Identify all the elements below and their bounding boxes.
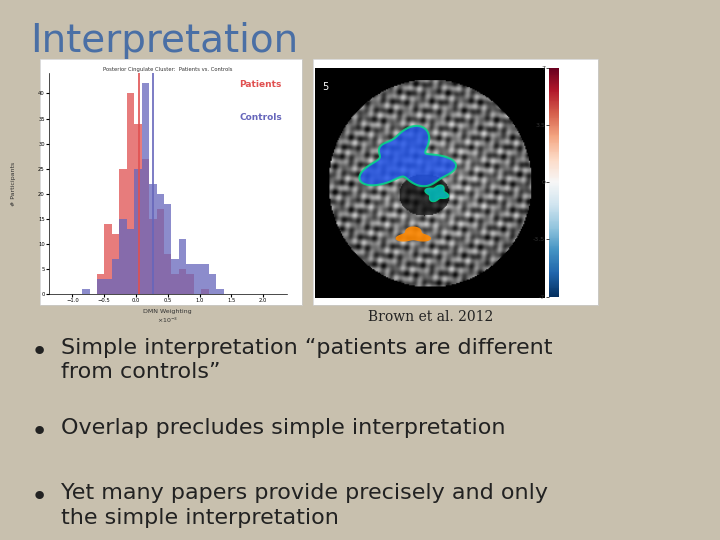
Title: Posterior Cingulate Cluster:  Patients vs. Controls: Posterior Cingulate Cluster: Patients vs… — [103, 67, 233, 72]
Bar — [194, 264, 202, 294]
Bar — [209, 274, 216, 294]
Bar — [164, 204, 171, 294]
X-axis label: DMN Weighting
$\times 10^{-3}$: DMN Weighting $\times 10^{-3}$ — [143, 309, 192, 325]
Bar — [149, 219, 156, 294]
Bar — [127, 93, 134, 294]
Bar — [104, 224, 112, 294]
Bar — [82, 289, 89, 294]
Bar — [156, 209, 164, 294]
Bar — [186, 264, 194, 294]
Bar — [179, 239, 186, 294]
Bar — [179, 269, 186, 294]
Bar — [164, 254, 171, 294]
Bar — [142, 84, 149, 294]
Y-axis label: # Participants: # Participants — [11, 161, 16, 206]
Text: Interpretation: Interpretation — [30, 22, 298, 59]
Text: Patients: Patients — [240, 79, 282, 89]
Text: •: • — [30, 338, 48, 366]
Bar — [127, 229, 134, 294]
Text: Simple interpretation “patients are different
from controls”: Simple interpretation “patients are diff… — [61, 338, 553, 382]
Bar — [171, 259, 179, 294]
Bar — [149, 184, 156, 294]
Bar — [134, 169, 142, 294]
Bar — [112, 259, 120, 294]
Bar — [120, 169, 127, 294]
Text: •: • — [30, 483, 48, 511]
Text: 5: 5 — [323, 82, 328, 92]
Bar — [112, 234, 120, 294]
Text: Brown et al. 2012: Brown et al. 2012 — [368, 310, 493, 324]
Bar — [97, 279, 104, 294]
Bar — [120, 219, 127, 294]
Text: •: • — [30, 418, 48, 447]
Text: Yet many papers provide precisely and only
the simple interpretation: Yet many papers provide precisely and on… — [61, 483, 548, 528]
Bar — [202, 289, 209, 294]
Bar — [104, 279, 112, 294]
Bar — [186, 274, 194, 294]
Bar — [134, 124, 142, 294]
Bar — [202, 264, 209, 294]
Bar — [156, 194, 164, 294]
Bar — [97, 274, 104, 294]
Text: Overlap precludes simple interpretation: Overlap precludes simple interpretation — [61, 418, 505, 438]
Bar — [171, 274, 179, 294]
Text: Controls: Controls — [239, 113, 282, 122]
Bar — [142, 159, 149, 294]
Bar — [216, 289, 224, 294]
